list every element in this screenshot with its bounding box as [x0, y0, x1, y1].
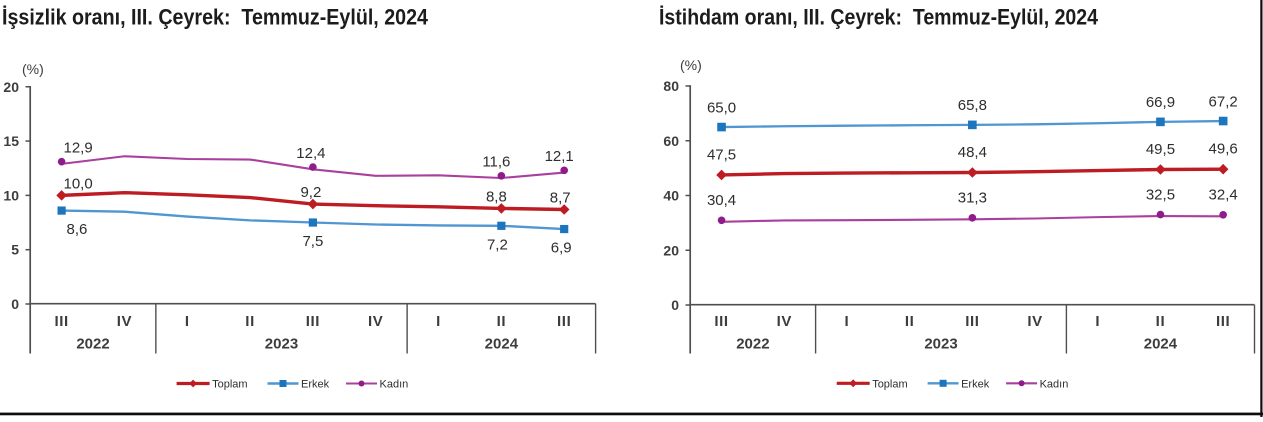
svg-text:65,8: 65,8	[958, 97, 987, 114]
svg-text:III: III	[965, 313, 979, 330]
svg-text:12,9: 12,9	[64, 139, 93, 156]
svg-text:8,7: 8,7	[550, 190, 571, 207]
svg-text:2023: 2023	[924, 336, 957, 353]
svg-text:10: 10	[3, 187, 19, 203]
svg-text:I: I	[185, 313, 190, 330]
svg-text:49,5: 49,5	[1146, 141, 1175, 158]
svg-text:10,0: 10,0	[64, 175, 93, 192]
svg-text:6,9: 6,9	[551, 240, 572, 257]
svg-text:IV: IV	[368, 313, 383, 330]
svg-text:32,4: 32,4	[1209, 187, 1238, 204]
svg-text:80: 80	[663, 78, 679, 94]
svg-text:II: II	[497, 313, 507, 330]
svg-text:32,5: 32,5	[1146, 186, 1175, 203]
svg-text:İstihdam oranı, III. Çeyrek:: İstihdam oranı, III. Çeyrek: Temmuz-Eylü…	[659, 5, 1099, 30]
svg-text:66,9: 66,9	[1146, 94, 1175, 111]
svg-text:7,5: 7,5	[302, 233, 323, 250]
svg-text:I: I	[845, 313, 850, 330]
svg-text:IV: IV	[777, 313, 792, 330]
svg-text:(%): (%)	[680, 57, 702, 73]
svg-text:65,0: 65,0	[707, 99, 736, 116]
svg-text:12,1: 12,1	[545, 148, 574, 165]
svg-text:III: III	[54, 313, 68, 330]
svg-text:60: 60	[663, 133, 679, 149]
svg-text:5: 5	[11, 242, 19, 258]
svg-text:31,3: 31,3	[958, 190, 987, 207]
svg-text:Kadın: Kadın	[1040, 378, 1069, 390]
svg-text:III: III	[306, 313, 320, 330]
svg-text:IV: IV	[1027, 313, 1042, 330]
svg-text:Toplam: Toplam	[872, 378, 907, 390]
svg-text:Erkek: Erkek	[961, 378, 990, 390]
svg-text:20: 20	[3, 79, 19, 95]
svg-text:8,8: 8,8	[486, 188, 507, 205]
svg-text:8,6: 8,6	[67, 221, 88, 238]
svg-text:2022: 2022	[76, 336, 109, 353]
svg-text:Toplam: Toplam	[212, 379, 247, 391]
svg-text:I: I	[1095, 313, 1100, 330]
svg-text:15: 15	[3, 133, 19, 149]
svg-text:40: 40	[663, 188, 679, 204]
svg-text:II: II	[1156, 313, 1166, 330]
svg-text:Kadın: Kadın	[380, 379, 409, 391]
svg-text:I: I	[436, 313, 441, 330]
svg-text:47,5: 47,5	[707, 146, 736, 163]
svg-text:9,2: 9,2	[300, 184, 321, 201]
svg-text:II: II	[245, 313, 255, 330]
svg-text:IV: IV	[117, 313, 132, 330]
svg-text:30,4: 30,4	[707, 192, 736, 209]
svg-text:11,6: 11,6	[482, 154, 510, 171]
svg-text:III: III	[1216, 313, 1230, 330]
svg-text:0: 0	[11, 296, 19, 312]
svg-text:2024: 2024	[1144, 336, 1178, 353]
svg-text:20: 20	[663, 242, 679, 258]
svg-text:0: 0	[671, 297, 679, 313]
svg-text:2022: 2022	[736, 336, 769, 353]
svg-text:2024: 2024	[485, 336, 519, 353]
svg-text:49,6: 49,6	[1209, 141, 1238, 158]
svg-text:7,2: 7,2	[487, 236, 508, 253]
svg-text:67,2: 67,2	[1209, 93, 1238, 110]
svg-text:48,4: 48,4	[958, 144, 987, 161]
svg-text:III: III	[557, 313, 571, 330]
svg-text:12,4: 12,4	[296, 145, 325, 162]
svg-text:II: II	[905, 313, 915, 330]
svg-text:Erkek: Erkek	[301, 379, 330, 391]
svg-text:İşsizlik oranı, III. Çeyrek:: İşsizlik oranı, III. Çeyrek: Temmuz-Eylü…	[2, 5, 429, 30]
svg-text:2023: 2023	[265, 336, 298, 353]
svg-text:III: III	[714, 313, 728, 330]
svg-text:(%): (%)	[22, 61, 44, 77]
